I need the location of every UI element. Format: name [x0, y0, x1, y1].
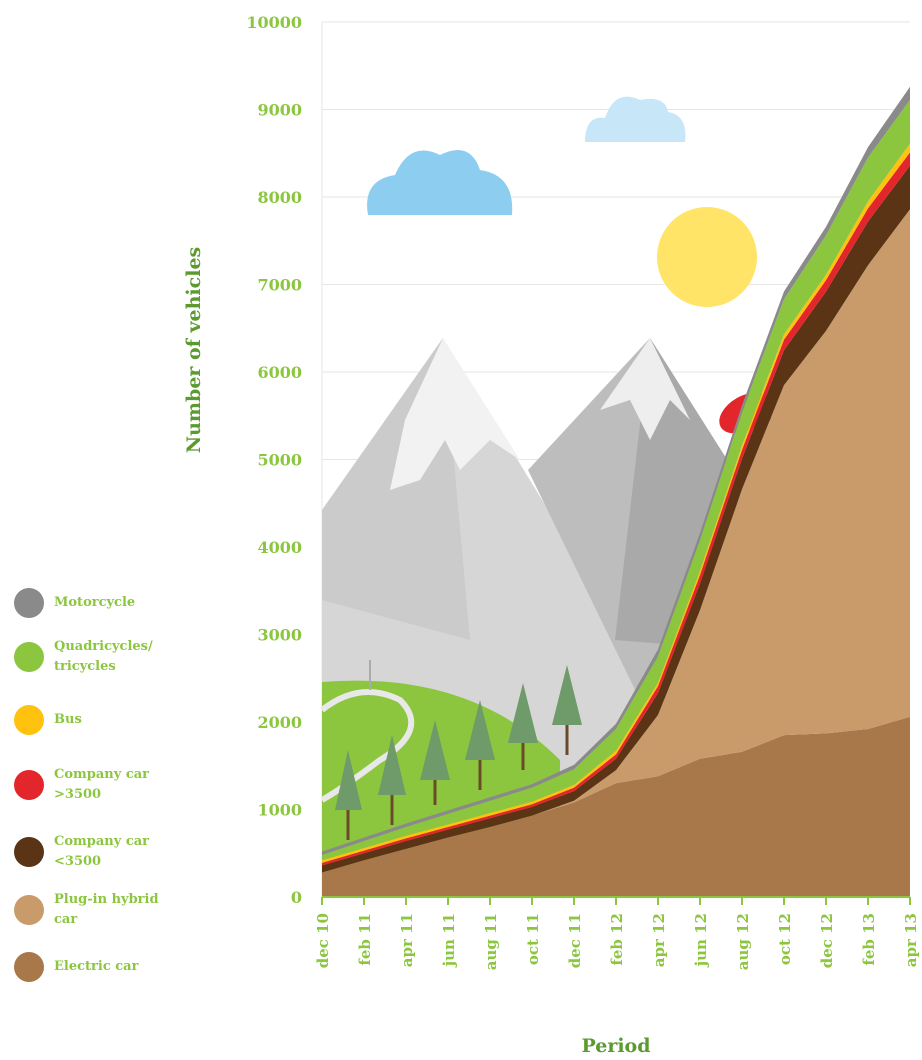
y-tick-label: 9000 [257, 101, 302, 120]
legend-item: Quadricycles/ tricycles [14, 637, 214, 677]
y-tick-label: 4000 [257, 538, 302, 557]
legend-swatch [14, 837, 44, 867]
tree-trunks [346, 725, 569, 840]
legend-swatch [14, 588, 44, 618]
legend-item: Bus [14, 705, 214, 735]
legend-item: Motorcycle [14, 588, 214, 618]
x-tick-label: apr 12 [650, 913, 668, 967]
trees [335, 665, 582, 810]
sun [657, 207, 757, 307]
areas [322, 86, 910, 897]
legend-label: Company car <3500 [54, 834, 150, 869]
legend-item: Plug-in hybrid car [14, 890, 214, 930]
y-axis-title: Number of vehicles [183, 247, 205, 453]
y-tick-label: 7000 [257, 276, 302, 295]
x-tick-label: dec 10 [314, 913, 332, 968]
legend-item: Electric car [14, 952, 214, 982]
area [322, 716, 910, 897]
snow [390, 338, 520, 490]
x-tick-label: dec 11 [566, 913, 584, 968]
cloud [367, 150, 513, 215]
x-tick-label: feb 12 [608, 913, 626, 966]
y-tick-label: 0 [291, 888, 302, 907]
x-tick-label: aug 12 [734, 913, 752, 970]
legend-label: Electric car [54, 959, 139, 974]
area [322, 209, 910, 873]
legend-swatch [14, 895, 44, 925]
cloud [585, 96, 686, 142]
x-tick-label: feb 11 [356, 913, 374, 966]
legend-label: Bus [54, 712, 82, 727]
legend-label: Quadricycles/ tricycles [54, 639, 153, 674]
legend-label: Motorcycle [54, 595, 136, 610]
y-tick-label: 5000 [257, 451, 302, 470]
axes: 0 1000 2000 3000 4000 5000 6000 7000 8000 9000 100… [246, 13, 920, 970]
legend-item: Company car >3500 [14, 765, 214, 805]
legend-item: Company car <3500 [14, 832, 214, 872]
x-tick-label: feb 13 [860, 913, 878, 966]
x-tick-label: oct 11 [524, 913, 542, 965]
x-axis-title: Period [581, 1035, 650, 1057]
x-tick-label: apr 11 [398, 913, 416, 967]
x-tick-label: jun 11 [440, 913, 458, 968]
x-tick-label: aug 11 [482, 913, 500, 970]
legend-swatch [14, 770, 44, 800]
y-tick-label: 1000 [257, 801, 302, 820]
legend-swatch [14, 642, 44, 672]
x-tick-label: dec 12 [818, 913, 836, 968]
y-tick-label: 8000 [257, 188, 302, 207]
x-tick-label: oct 12 [776, 913, 794, 965]
snow [600, 338, 690, 440]
legend-swatch [14, 705, 44, 735]
y-tick-label: 6000 [257, 363, 302, 382]
x-tick-label: jun 12 [692, 913, 710, 968]
y-tick-label: 10000 [246, 13, 302, 32]
y-tick-label: 2000 [257, 713, 302, 732]
legend-label: Plug-in hybrid car [54, 892, 159, 927]
y-tick-label: 3000 [257, 626, 302, 645]
legend-label: Company car >3500 [54, 767, 150, 802]
legend-swatch [14, 952, 44, 982]
x-tick-label: apr 13 [902, 913, 920, 967]
